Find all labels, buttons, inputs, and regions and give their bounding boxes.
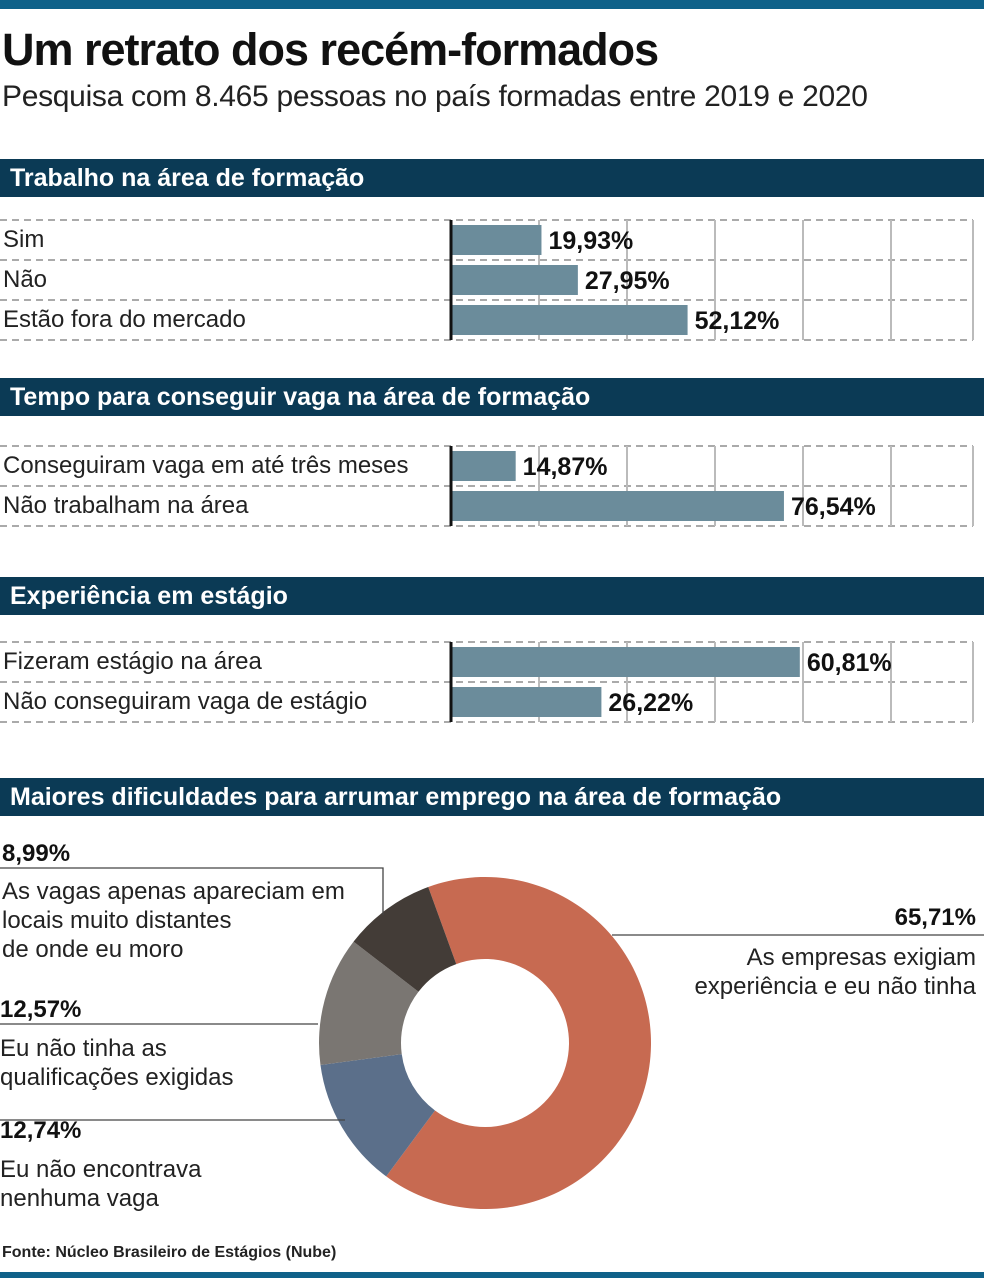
label-line: nenhuma vaga [0,1185,159,1212]
bar-chart-svg: 60,81% 26,22% [0,641,974,723]
page-subtitle: Pesquisa com 8.465 pessoas no país forma… [2,80,868,113]
bar [451,451,516,481]
label-line: Eu não encontrava [0,1156,202,1183]
section-header-work-area: Trabalho na área de formação [0,159,984,197]
bar-chart-svg: 19,93% 27,95% 52,12% [0,219,974,341]
section-header-internship: Experiência em estágio [0,577,984,615]
leader-line [0,867,384,915]
donut-slice [386,877,652,1209]
section-header-time-to-job: Tempo para conseguir vaga na área de for… [0,378,984,416]
donut-label-no-vacancy: Eu não encontrava nenhuma vaga [0,1155,201,1213]
label-line: Eu não tinha as [0,1035,167,1062]
label-line: de onde eu moro [2,936,184,963]
donut-value-experience: 65,71% [894,904,976,931]
bar-chart-time-to-job: 14,87% 76,54% Conseguiram vaga em até três… [0,444,984,534]
donut-slice [320,1054,435,1177]
bar-chart-work-area: 19,93% 27,95% 52,12% Sim Não Estão fora do me… [0,218,984,343]
donut-label-qualifications: Eu não tinha as qualificações exigidas [0,1034,233,1092]
label-line: locais muito distantes [2,907,232,934]
donut-label-experience: As empresas exigiam experiência e eu não… [694,943,976,1001]
bar-value-label: 19,93% [548,227,633,255]
bar-chart-svg: 14,87% 76,54% [0,445,974,527]
category-label: Não [3,266,48,293]
bar-value-label: 60,81% [807,649,892,677]
category-label: Conseguiram vaga em até três meses [3,452,409,479]
donut-slice [353,887,457,992]
label-line: As vagas apenas apareciam em [2,878,345,905]
bar [451,491,784,521]
donut-slice [318,941,419,1065]
label-line: As empresas exigiam [746,944,976,971]
label-line: qualificações exigidas [0,1064,234,1091]
bar-chart-internship: 60,81% 26,22% Fizeram estágio na área Não c… [0,640,984,725]
source-note: Fonte: Núcleo Brasileiro de Estágios (Nu… [2,1244,337,1261]
bottom-rule [0,1272,984,1278]
donut-chart [0,867,984,1209]
bar [451,647,800,677]
bar-value-label: 27,95% [585,267,670,295]
category-label: Não conseguiram vaga de estágio [3,688,368,715]
bar-value-label: 76,54% [791,493,876,521]
bar-value-label: 52,12% [695,307,780,335]
bar-value-label: 14,87% [523,453,608,481]
donut-label-distant: As vagas apenas apareciam em locais muit… [2,877,345,964]
bar [451,305,688,335]
category-label: Estão fora do mercado [3,306,246,333]
section-header-difficulties: Maiores dificuldades para arrumar empreg… [0,778,984,816]
donut-value-qualifications: 12,57% [0,996,82,1023]
donut-value-distant: 8,99% [2,840,71,867]
bar [451,225,542,255]
bar-value-label: 26,22% [608,689,693,717]
category-label: Fizeram estágio na área [3,648,262,675]
page-title: Um retrato dos recém-formados [2,24,659,75]
label-line: experiência e eu não tinha [694,973,976,1000]
donut-value-no-vacancy: 12,74% [0,1117,82,1144]
bar [451,687,602,717]
bar [451,265,578,295]
category-label: Sim [3,226,45,253]
top-rule [0,0,984,9]
category-label: Não trabalham na área [3,492,249,519]
